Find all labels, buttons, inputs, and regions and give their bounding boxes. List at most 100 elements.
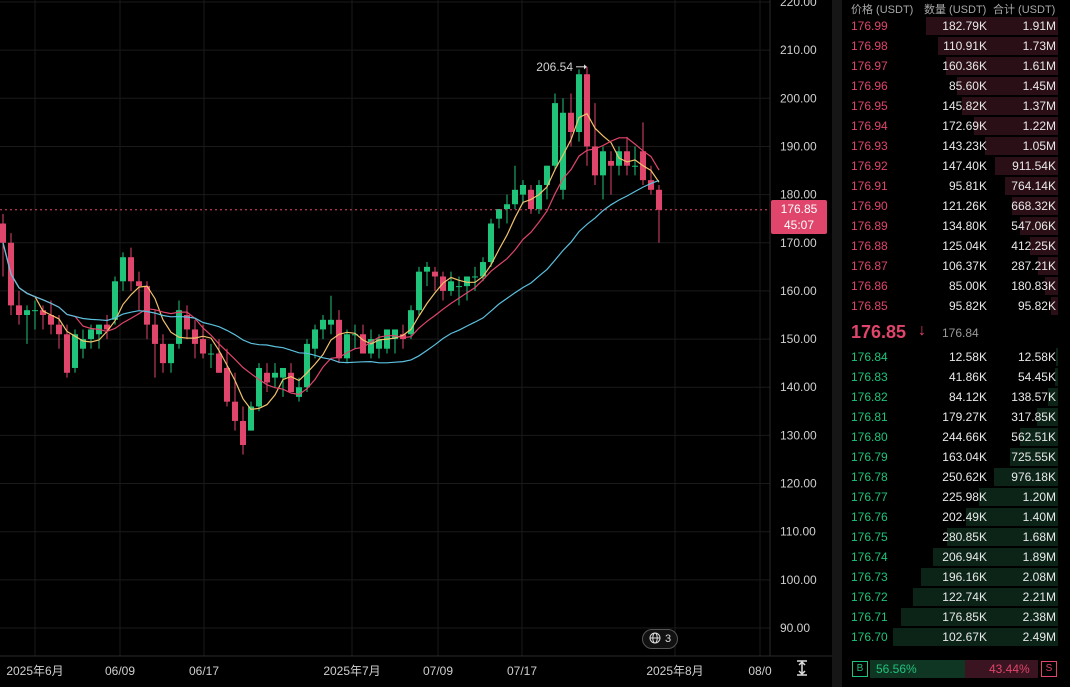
candle-body (408, 310, 414, 335)
ask-amount: 160.36K (942, 59, 987, 73)
bid-row[interactable]: 176.73 196.16K 2.08M (842, 567, 1070, 587)
bid-row[interactable]: 176.75 280.85K 1.68M (842, 527, 1070, 547)
ask-row[interactable]: 176.89 134.80K 547.06K (842, 216, 1070, 236)
x-tick-label: 2025年8月 (646, 664, 703, 678)
sell-badge: S (1041, 661, 1057, 677)
candle-body (512, 189, 518, 205)
candle-body (576, 74, 582, 133)
candle-body (624, 151, 630, 166)
ask-row[interactable]: 176.92 147.40K 911.54K (842, 156, 1070, 176)
ask-row[interactable]: 176.98 110.91K 1.73M (842, 36, 1070, 56)
ask-row[interactable]: 176.99 182.79K 1.91M (842, 16, 1070, 36)
ask-row[interactable]: 176.95 145.82K 1.37M (842, 96, 1070, 116)
candlestick-chart[interactable]: 220.00 210.00 200.00 190.00 180.00 170.00 160.… (0, 0, 832, 687)
ask-total: 1.91M (1022, 19, 1056, 33)
ask-price: 176.99 (851, 19, 888, 33)
bid-amount: 196.16K (942, 570, 987, 584)
candle-body (208, 353, 214, 355)
candle-body (88, 329, 94, 340)
ask-amount: 147.40K (942, 159, 987, 173)
bid-depth-bar (901, 608, 1058, 626)
bid-depth-bar (1010, 448, 1058, 466)
candle-body (224, 367, 230, 402)
bid-price: 176.83 (851, 370, 888, 384)
ask-depth-bar (1038, 257, 1058, 275)
bid-total: 1.68M (1022, 530, 1056, 544)
ask-price: 176.97 (851, 59, 888, 73)
bid-total: 1.20M (1022, 490, 1056, 504)
ask-total: 547.06K (1011, 219, 1056, 233)
bid-row[interactable]: 176.79 163.04K 725.55K (842, 447, 1070, 467)
x-tick-label: 07/09 (423, 664, 453, 678)
bid-depth-bar (947, 528, 1058, 546)
ask-row[interactable]: 176.94 172.69K 1.22M (842, 116, 1070, 136)
ask-depth-bar (1030, 237, 1058, 255)
ask-depth-bar (962, 97, 1058, 115)
ask-row[interactable]: 176.86 85.00K 180.83K (842, 276, 1070, 296)
bid-amount: 163.04K (942, 450, 987, 464)
ask-row[interactable]: 176.96 85.60K 1.45M (842, 76, 1070, 96)
bid-price: 176.75 (851, 530, 888, 544)
candle-body (488, 223, 494, 263)
bid-amount: 84.12K (948, 390, 987, 404)
moving-average-line (2, 179, 660, 364)
y-tick-label: 170.00 (780, 236, 817, 250)
bid-row[interactable]: 176.80 244.66K 562.51K (842, 427, 1070, 447)
ask-row[interactable]: 176.97 160.36K 1.61M (842, 56, 1070, 76)
bid-price: 176.74 (851, 550, 888, 564)
bid-amount: 176.85K (942, 610, 987, 624)
candle-body (648, 180, 654, 190)
buy-badge: B (852, 661, 868, 677)
ask-price: 176.96 (851, 79, 888, 93)
ask-amount: 85.60K (948, 79, 987, 93)
ask-price: 176.95 (851, 99, 888, 113)
ask-row[interactable]: 176.90 121.26K 668.32K (842, 196, 1070, 216)
ask-amount: 95.82K (948, 299, 987, 313)
ask-depth-bar (938, 37, 1058, 55)
ask-depth-bar (1005, 177, 1058, 195)
bid-row[interactable]: 176.72 122.74K 2.21M (842, 587, 1070, 607)
ask-total: 1.05M (1022, 139, 1056, 153)
x-tick-label: 08/0 (748, 664, 772, 678)
ask-total: 1.37M (1022, 99, 1056, 113)
candle-body (552, 103, 558, 166)
chart-canvas[interactable]: 220.00 210.00 200.00 190.00 180.00 170.00 160.… (0, 0, 832, 687)
candle-body (240, 420, 246, 446)
candle-body (504, 204, 510, 210)
candle-body (536, 184, 542, 210)
ask-price: 176.91 (851, 179, 888, 193)
ask-price: 176.85 (851, 299, 888, 313)
bid-amount: 250.62K (942, 470, 987, 484)
bid-row[interactable]: 176.77 225.98K 1.20M (842, 487, 1070, 507)
bid-price: 176.81 (851, 410, 888, 424)
ask-row[interactable]: 176.85 95.82K 95.82K (842, 296, 1070, 316)
bid-price: 176.71 (851, 610, 888, 624)
y-tick-label: 190.00 (780, 139, 817, 153)
ask-row[interactable]: 176.93 143.23K 1.05M (842, 136, 1070, 156)
bid-row[interactable]: 176.83 41.86K 54.45K (842, 367, 1070, 387)
ask-row[interactable]: 176.87 106.37K 287.21K (842, 256, 1070, 276)
bid-row[interactable]: 176.71 176.85K 2.38M (842, 607, 1070, 627)
bid-depth-bar (921, 568, 1058, 586)
ask-amount: 110.91K (943, 39, 987, 53)
bid-row[interactable]: 176.84 12.58K 12.58K (842, 347, 1070, 367)
bid-row[interactable]: 176.82 84.12K 138.57K (842, 387, 1070, 407)
ask-price: 176.90 (851, 199, 888, 213)
buy-sell-ratio-bar: B 56.56% 43.44% S (842, 660, 1070, 680)
bid-row[interactable]: 176.76 202.49K 1.40M (842, 507, 1070, 527)
price-axis-scale-button[interactable] (785, 660, 819, 684)
y-tick-label: 100.00 (780, 573, 817, 587)
ask-row[interactable]: 176.88 125.04K 412.25K (842, 236, 1070, 256)
indicator-layers-button[interactable]: 3 (642, 629, 678, 649)
bid-row[interactable]: 176.70 102.67K 2.49M (842, 627, 1070, 647)
high-price-annotation: 206.54 (536, 60, 573, 74)
axis-scale-icon (795, 660, 809, 680)
bid-row[interactable]: 176.78 250.62K 976.18K (842, 467, 1070, 487)
bid-row[interactable]: 176.81 179.27K 317.85K (842, 407, 1070, 427)
bid-price: 176.72 (851, 590, 888, 604)
ask-row[interactable]: 176.91 95.81K 764.14K (842, 176, 1070, 196)
panel-divider[interactable] (832, 0, 842, 687)
x-tick-label: 06/17 (189, 664, 219, 678)
bid-row[interactable]: 176.74 206.94K 1.89M (842, 547, 1070, 567)
y-tick-label: 90.00 (780, 621, 810, 635)
